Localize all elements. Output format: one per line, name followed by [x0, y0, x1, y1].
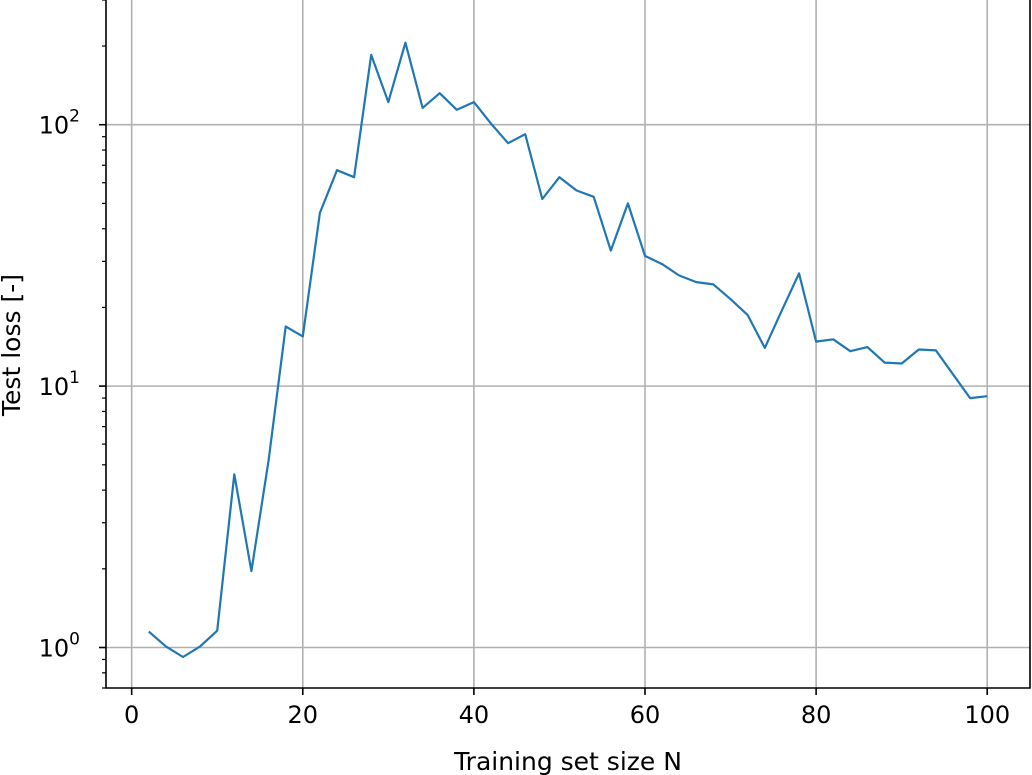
x-tick-label: 0	[124, 701, 139, 729]
y-axis-label: Test loss [-]	[0, 274, 26, 417]
x-tick-label: 40	[459, 701, 490, 729]
y-axis: 100 101 102	[39, 0, 106, 689]
y-tick-label: 100	[39, 630, 80, 663]
grid-lines	[106, 0, 1030, 688]
x-axis: 0 20 40 60 80 100	[124, 688, 1010, 729]
series-line	[148, 41, 988, 659]
x-tick-label: 80	[801, 701, 832, 729]
y-tick-label: 102	[39, 107, 80, 140]
y-tick-label: 101	[39, 368, 80, 401]
x-tick-label: 20	[288, 701, 319, 729]
x-axis-label: Training set size N	[453, 747, 682, 775]
axes-frame	[105, 0, 1031, 689]
x-tick-label: 100	[964, 701, 1010, 729]
x-tick-label: 60	[630, 701, 661, 729]
